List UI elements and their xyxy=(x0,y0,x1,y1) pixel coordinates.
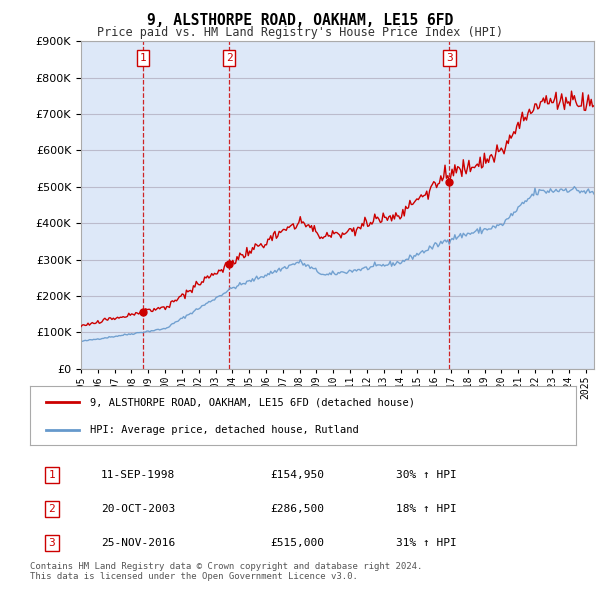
Text: 11-SEP-1998: 11-SEP-1998 xyxy=(101,470,175,480)
Text: 18% ↑ HPI: 18% ↑ HPI xyxy=(396,504,457,514)
Text: £154,950: £154,950 xyxy=(270,470,324,480)
Text: 9, ALSTHORPE ROAD, OAKHAM, LE15 6FD (detached house): 9, ALSTHORPE ROAD, OAKHAM, LE15 6FD (det… xyxy=(90,398,415,407)
Text: 9, ALSTHORPE ROAD, OAKHAM, LE15 6FD: 9, ALSTHORPE ROAD, OAKHAM, LE15 6FD xyxy=(147,13,453,28)
Text: Price paid vs. HM Land Registry's House Price Index (HPI): Price paid vs. HM Land Registry's House … xyxy=(97,26,503,39)
Text: 3: 3 xyxy=(49,538,55,548)
Text: 1: 1 xyxy=(49,470,55,480)
Text: 31% ↑ HPI: 31% ↑ HPI xyxy=(396,538,457,548)
Text: 1: 1 xyxy=(140,53,146,63)
Text: 30% ↑ HPI: 30% ↑ HPI xyxy=(396,470,457,480)
Text: HPI: Average price, detached house, Rutland: HPI: Average price, detached house, Rutl… xyxy=(90,425,359,434)
Text: 25-NOV-2016: 25-NOV-2016 xyxy=(101,538,175,548)
Text: 2: 2 xyxy=(226,53,232,63)
Text: 20-OCT-2003: 20-OCT-2003 xyxy=(101,504,175,514)
Text: £286,500: £286,500 xyxy=(270,504,324,514)
Text: Contains HM Land Registry data © Crown copyright and database right 2024.
This d: Contains HM Land Registry data © Crown c… xyxy=(30,562,422,581)
Text: £515,000: £515,000 xyxy=(270,538,324,548)
Text: 2: 2 xyxy=(49,504,55,514)
Text: 3: 3 xyxy=(446,53,453,63)
